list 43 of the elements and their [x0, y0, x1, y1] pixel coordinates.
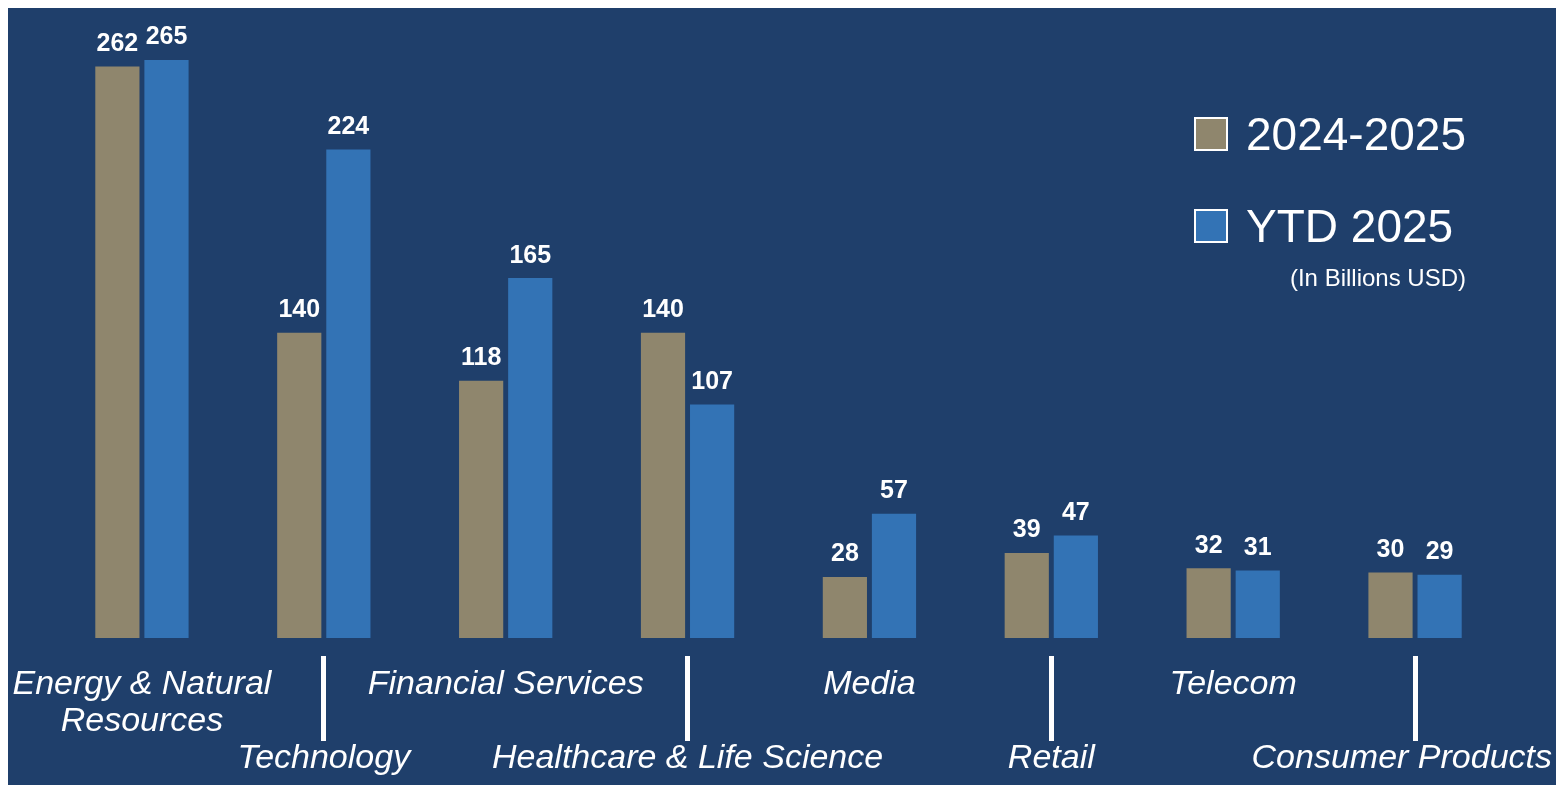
bar [326, 149, 371, 638]
data-label: 32 [1194, 529, 1223, 558]
bar [144, 60, 189, 638]
bar [459, 380, 504, 638]
data-label: 30 [1376, 533, 1405, 562]
bar [1053, 535, 1098, 638]
data-label: 39 [1012, 514, 1041, 543]
data-label: 118 [460, 342, 502, 371]
bar [690, 404, 735, 638]
x-tick-label: Consumer Products [1251, 737, 1553, 775]
bar [95, 66, 140, 638]
bar [1417, 574, 1462, 638]
bar [1186, 568, 1231, 638]
x-tick-label: Retail [1007, 737, 1097, 775]
x-tick-label: Media [823, 663, 916, 701]
bar [822, 576, 867, 638]
bar [1004, 552, 1049, 638]
data-label: 107 [691, 366, 733, 395]
data-label: 140 [278, 294, 321, 323]
data-label: 29 [1425, 536, 1454, 565]
legend-label: YTD 2025 [1246, 200, 1454, 252]
data-label: 47 [1061, 496, 1090, 525]
x-tick-label: Technology [237, 737, 413, 775]
data-label: 140 [642, 294, 684, 323]
bar [871, 513, 917, 638]
data-label: 262 [96, 27, 139, 56]
x-tick-label: Financial Services [367, 663, 644, 701]
annotation: (In Billions USD) [1288, 264, 1466, 292]
x-tick-label: Telecom [1169, 663, 1297, 701]
data-label: 265 [145, 21, 188, 50]
data-label: 165 [509, 239, 552, 268]
data-label: 31 [1243, 531, 1272, 560]
data-label: 57 [880, 475, 908, 504]
x-tick-label: Energy & Natural Resources [12, 663, 273, 738]
data-label: 224 [327, 110, 370, 139]
bar [508, 278, 553, 638]
legend-label: 2024-2025 [1246, 108, 1466, 160]
x-tick-label: Healthcare & Life Science [491, 737, 884, 775]
bar [1235, 570, 1280, 638]
bar [640, 332, 686, 638]
bar [277, 332, 322, 638]
bar [1368, 572, 1413, 638]
data-label: 28 [830, 538, 859, 567]
